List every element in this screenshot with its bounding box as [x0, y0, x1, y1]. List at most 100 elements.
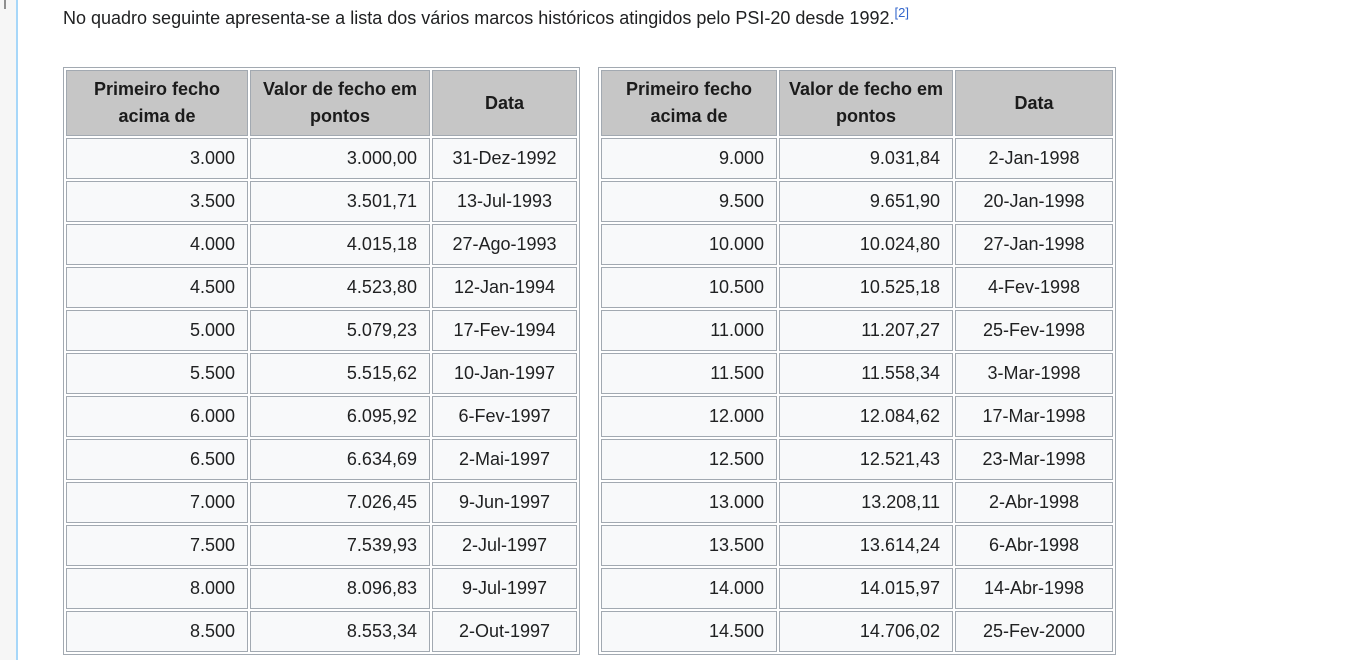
acima-cell: 14.500 [601, 611, 777, 652]
data-cell: 12-Jan-1994 [432, 267, 577, 308]
table-row: 14.000 14.015,97 14-Abr-1998 [601, 568, 1113, 609]
table-row: 14.500 14.706,02 25-Fev-2000 [601, 611, 1113, 652]
table-row: 9.500 9.651,90 20-Jan-1998 [601, 181, 1113, 222]
acima-cell: 12.500 [601, 439, 777, 480]
valor-cell: 4.523,80 [250, 267, 430, 308]
valor-cell: 11.207,27 [779, 310, 953, 351]
valor-cell: 14.706,02 [779, 611, 953, 652]
table-row: 4.500 4.523,80 12-Jan-1994 [66, 267, 577, 308]
data-cell: 31-Dez-1992 [432, 138, 577, 179]
acima-cell: 10.000 [601, 224, 777, 265]
acima-cell: 12.000 [601, 396, 777, 437]
header-valor-fecho: Valor de fecho em pontos [250, 70, 430, 136]
table-row: 10.000 10.024,80 27-Jan-1998 [601, 224, 1113, 265]
acima-cell: 4.500 [66, 267, 248, 308]
acima-cell: 7.500 [66, 525, 248, 566]
table-row: 8.000 8.096,83 9-Jul-1997 [66, 568, 577, 609]
data-cell: 27-Ago-1993 [432, 224, 577, 265]
valor-cell: 10.024,80 [779, 224, 953, 265]
valor-cell: 6.095,92 [250, 396, 430, 437]
data-cell: 13-Jul-1993 [432, 181, 577, 222]
acima-cell: 11.000 [601, 310, 777, 351]
table-row: 7.500 7.539,93 2-Jul-1997 [66, 525, 577, 566]
data-cell: 6-Abr-1998 [955, 525, 1113, 566]
valor-cell: 5.515,62 [250, 353, 430, 394]
table-row: 3.500 3.501,71 13-Jul-1993 [66, 181, 577, 222]
article-content: No quadro seguinte apresenta-se a lista … [63, 0, 1116, 655]
valor-cell: 4.015,18 [250, 224, 430, 265]
acima-cell: 4.000 [66, 224, 248, 265]
header-primeiro-fecho: Primeiro fecho acima de [601, 70, 777, 136]
table-row: 12.500 12.521,43 23-Mar-1998 [601, 439, 1113, 480]
header-primeiro-fecho: Primeiro fecho acima de [66, 70, 248, 136]
valor-cell: 5.079,23 [250, 310, 430, 351]
table-row: 11.500 11.558,34 3-Mar-1998 [601, 353, 1113, 394]
table-row: 6.500 6.634,69 2-Mai-1997 [66, 439, 577, 480]
data-cell: 17-Fev-1994 [432, 310, 577, 351]
data-cell: 14-Abr-1998 [955, 568, 1113, 609]
valor-cell: 8.096,83 [250, 568, 430, 609]
table-row: 5.000 5.079,23 17-Fev-1994 [66, 310, 577, 351]
header-row: Primeiro fecho acima de Valor de fecho e… [66, 70, 577, 136]
acima-cell: 13.500 [601, 525, 777, 566]
acima-cell: 13.000 [601, 482, 777, 523]
table-row: 13.000 13.208,11 2-Abr-1998 [601, 482, 1113, 523]
valor-cell: 3.501,71 [250, 181, 430, 222]
acima-cell: 5.000 [66, 310, 248, 351]
data-cell: 25-Fev-2000 [955, 611, 1113, 652]
milestones-table-right: Primeiro fecho acima de Valor de fecho e… [598, 67, 1116, 655]
table-row: 9.000 9.031,84 2-Jan-1998 [601, 138, 1113, 179]
valor-cell: 11.558,34 [779, 353, 953, 394]
table-row: 7.000 7.026,45 9-Jun-1997 [66, 482, 577, 523]
acima-cell: 11.500 [601, 353, 777, 394]
valor-cell: 13.614,24 [779, 525, 953, 566]
tables-row: Primeiro fecho acima de Valor de fecho e… [63, 67, 1116, 655]
acima-cell: 9.500 [601, 181, 777, 222]
acima-cell: 3.500 [66, 181, 248, 222]
citation-sup: [2] [894, 5, 908, 20]
data-cell: 9-Jun-1997 [432, 482, 577, 523]
citation-link[interactable]: [2] [894, 5, 909, 20]
valor-cell: 8.553,34 [250, 611, 430, 652]
valor-cell: 12.521,43 [779, 439, 953, 480]
valor-cell: 9.651,90 [779, 181, 953, 222]
data-cell: 27-Jan-1998 [955, 224, 1113, 265]
acima-cell: 6.500 [66, 439, 248, 480]
data-cell: 2-Jul-1997 [432, 525, 577, 566]
milestones-table-left: Primeiro fecho acima de Valor de fecho e… [63, 67, 580, 655]
acima-cell: 6.000 [66, 396, 248, 437]
table-row: 3.000 3.000,00 31-Dez-1992 [66, 138, 577, 179]
valor-cell: 7.026,45 [250, 482, 430, 523]
table-row: 8.500 8.553,34 2-Out-1997 [66, 611, 577, 652]
data-cell: 4-Fev-1998 [955, 267, 1113, 308]
valor-cell: 9.031,84 [779, 138, 953, 179]
valor-cell: 12.084,62 [779, 396, 953, 437]
valor-cell: 3.000,00 [250, 138, 430, 179]
table-row: 13.500 13.614,24 6-Abr-1998 [601, 525, 1113, 566]
valor-cell: 6.634,69 [250, 439, 430, 480]
table-row: 5.500 5.515,62 10-Jan-1997 [66, 353, 577, 394]
data-cell: 2-Jan-1998 [955, 138, 1113, 179]
acima-cell: 3.000 [66, 138, 248, 179]
table-row: 4.000 4.015,18 27-Ago-1993 [66, 224, 577, 265]
acima-cell: 8.500 [66, 611, 248, 652]
data-cell: 2-Abr-1998 [955, 482, 1113, 523]
valor-cell: 13.208,11 [779, 482, 953, 523]
acima-cell: 7.000 [66, 482, 248, 523]
data-cell: 25-Fev-1998 [955, 310, 1113, 351]
acima-cell: 9.000 [601, 138, 777, 179]
acima-cell: 8.000 [66, 568, 248, 609]
valor-cell: 7.539,93 [250, 525, 430, 566]
header-data: Data [432, 70, 577, 136]
data-cell: 17-Mar-1998 [955, 396, 1113, 437]
header-data: Data [955, 70, 1113, 136]
data-cell: 2-Out-1997 [432, 611, 577, 652]
left-gutter [0, 0, 16, 660]
data-cell: 10-Jan-1997 [432, 353, 577, 394]
data-cell: 2-Mai-1997 [432, 439, 577, 480]
intro-paragraph: No quadro seguinte apresenta-se a lista … [63, 0, 1116, 31]
table-row: 6.000 6.095,92 6-Fev-1997 [66, 396, 577, 437]
gutter-tick [4, 0, 6, 9]
header-row: Primeiro fecho acima de Valor de fecho e… [601, 70, 1113, 136]
